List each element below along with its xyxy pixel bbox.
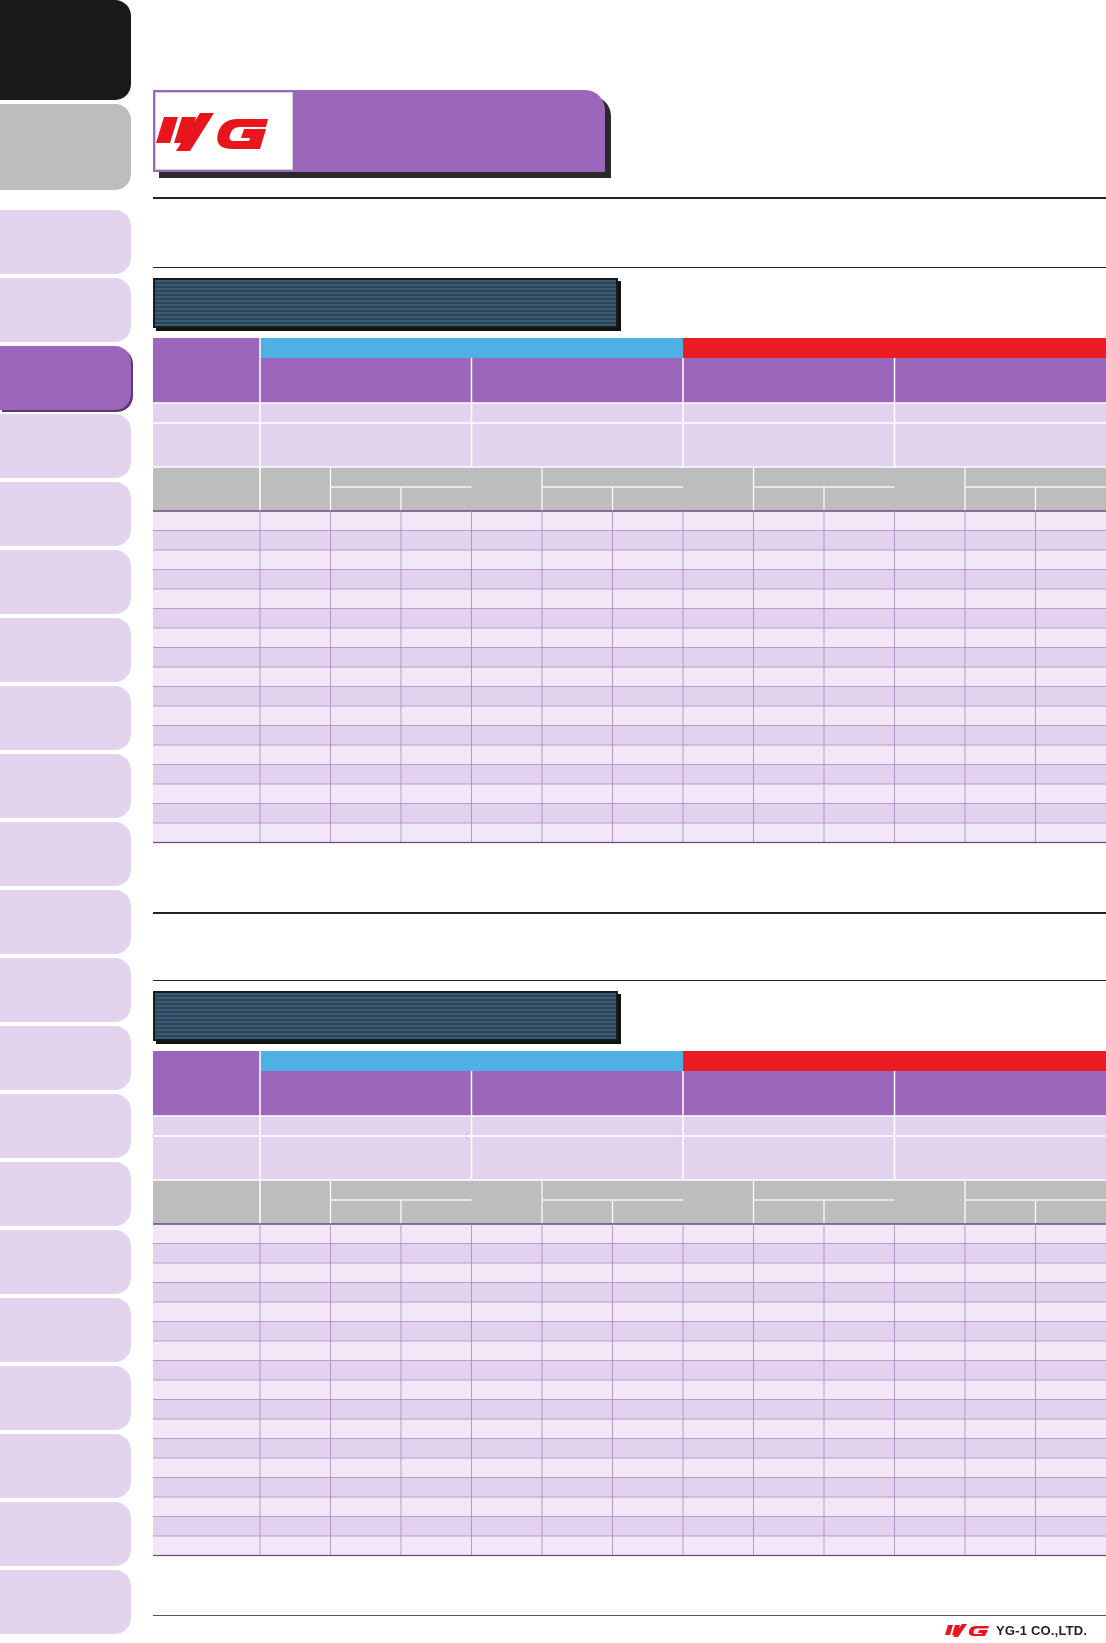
table-row: [153, 609, 1106, 629]
cutting-data-table-2: [153, 1051, 1106, 1558]
header-tool-2: [472, 1071, 684, 1116]
header-tool-2: [472, 358, 684, 403]
cutting-data-table-1: [153, 338, 1106, 845]
table-row: [153, 726, 1106, 746]
side-tab-21[interactable]: [0, 1434, 131, 1498]
footer-divider: [153, 1615, 1106, 1616]
section-tab-rail: [0, 0, 131, 1640]
header-label-cell: [153, 1051, 260, 1116]
table-row: [153, 1517, 1106, 1537]
footer-company-name: YG-1 CO.,LTD.: [996, 1623, 1087, 1638]
table-row: [153, 1244, 1106, 1264]
side-tab-23[interactable]: [0, 1570, 131, 1634]
table-row: [153, 823, 1106, 843]
header-spec-row-1: [153, 403, 1106, 423]
header-tool-4: [895, 358, 1106, 403]
header-group-blue: [260, 338, 683, 358]
table-row: [153, 550, 1106, 570]
table-1-banner: [153, 278, 618, 328]
side-tab-1[interactable]: [0, 0, 131, 100]
table-row: [153, 1322, 1106, 1342]
yg-logo: [155, 92, 293, 170]
table-row: [153, 1263, 1106, 1283]
table-2-banner: [153, 991, 618, 1041]
header-tool-4: [895, 1071, 1106, 1116]
side-tab-8[interactable]: [0, 550, 131, 614]
table-row: [153, 784, 1106, 804]
table-row: [153, 1478, 1106, 1498]
side-tab-5[interactable]: [0, 346, 131, 410]
side-tab-16[interactable]: [0, 1094, 131, 1158]
side-tab-11[interactable]: [0, 754, 131, 818]
header-tool-1: [260, 1071, 472, 1116]
side-tab-22[interactable]: [0, 1502, 131, 1566]
table-row: [153, 1400, 1106, 1420]
header-tool-1: [260, 358, 472, 403]
table-row: [153, 1302, 1106, 1322]
table-row: [153, 511, 1106, 531]
header-spec-row-2: [153, 1136, 1106, 1180]
header-group-red: [683, 338, 1106, 358]
table-row: [153, 628, 1106, 648]
divider-upper: [153, 267, 1106, 268]
divider-middle: [153, 912, 1106, 914]
table-row: [153, 570, 1106, 590]
side-tab-18[interactable]: [0, 1230, 131, 1294]
table-row: [153, 765, 1106, 785]
table-row: [153, 1361, 1106, 1381]
side-tab-4[interactable]: [0, 278, 131, 342]
header-spec-row-1: [153, 1116, 1106, 1136]
side-tab-15[interactable]: [0, 1026, 131, 1090]
side-tab-20[interactable]: [0, 1366, 131, 1430]
table-row: [153, 1419, 1106, 1439]
side-tab-19[interactable]: [0, 1298, 131, 1362]
divider-top: [153, 197, 1106, 199]
table-row: [153, 1497, 1106, 1517]
table-row: [153, 1536, 1106, 1556]
side-tab-12[interactable]: [0, 822, 131, 886]
divider-lower: [153, 980, 1106, 981]
table-row: [153, 1439, 1106, 1459]
header-label-cell: [153, 338, 260, 403]
table-row: [153, 804, 1106, 824]
side-tab-3[interactable]: [0, 210, 131, 274]
header-spec-row-2: [153, 423, 1106, 467]
table-row: [153, 706, 1106, 726]
header-group-red: [683, 1051, 1106, 1071]
table-row: [153, 1380, 1106, 1400]
brand-header: [153, 90, 611, 178]
header-group-blue: [260, 1051, 683, 1071]
footer-yg-logo-icon: [945, 1622, 991, 1638]
side-tab-6[interactable]: [0, 414, 131, 478]
table-row: [153, 1283, 1106, 1303]
table-row: [153, 1458, 1106, 1478]
table-row: [153, 1341, 1106, 1361]
table-row: [153, 648, 1106, 668]
yg-logo-icon: [156, 93, 292, 169]
side-tab-14[interactable]: [0, 958, 131, 1022]
header-tool-3: [683, 358, 895, 403]
table-row: [153, 1224, 1106, 1244]
header-sub-row: [153, 467, 1106, 511]
side-tab-10[interactable]: [0, 686, 131, 750]
table-row: [153, 687, 1106, 707]
table-row: [153, 745, 1106, 765]
header-tool-3: [683, 1071, 895, 1116]
header-sub-row: [153, 1180, 1106, 1224]
table-row: [153, 667, 1106, 687]
table-row: [153, 589, 1106, 609]
side-tab-17[interactable]: [0, 1162, 131, 1226]
side-tab-2[interactable]: [0, 104, 131, 190]
side-tab-9[interactable]: [0, 618, 131, 682]
table-row: [153, 531, 1106, 551]
side-tab-13[interactable]: [0, 890, 131, 954]
side-tab-7[interactable]: [0, 482, 131, 546]
